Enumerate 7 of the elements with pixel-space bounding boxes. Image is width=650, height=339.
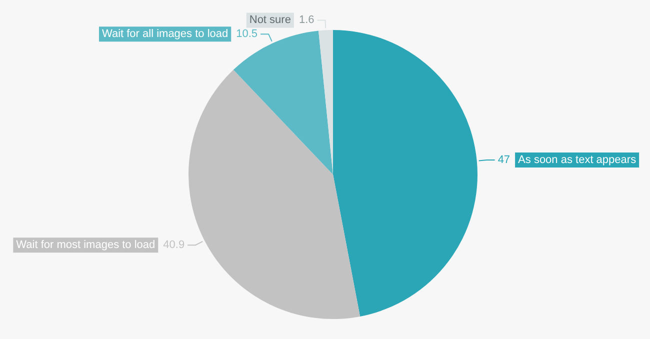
slice-label: As soon as text appears xyxy=(518,154,637,166)
slice-label: Not sure xyxy=(249,14,291,26)
data-label: 10.5 xyxy=(236,28,258,40)
data-label: 47 xyxy=(498,154,510,166)
slice-label: Wait for all images to load xyxy=(102,28,228,40)
data-label: 1.6 xyxy=(298,14,314,26)
slice-label: Wait for most images to load xyxy=(16,239,156,252)
